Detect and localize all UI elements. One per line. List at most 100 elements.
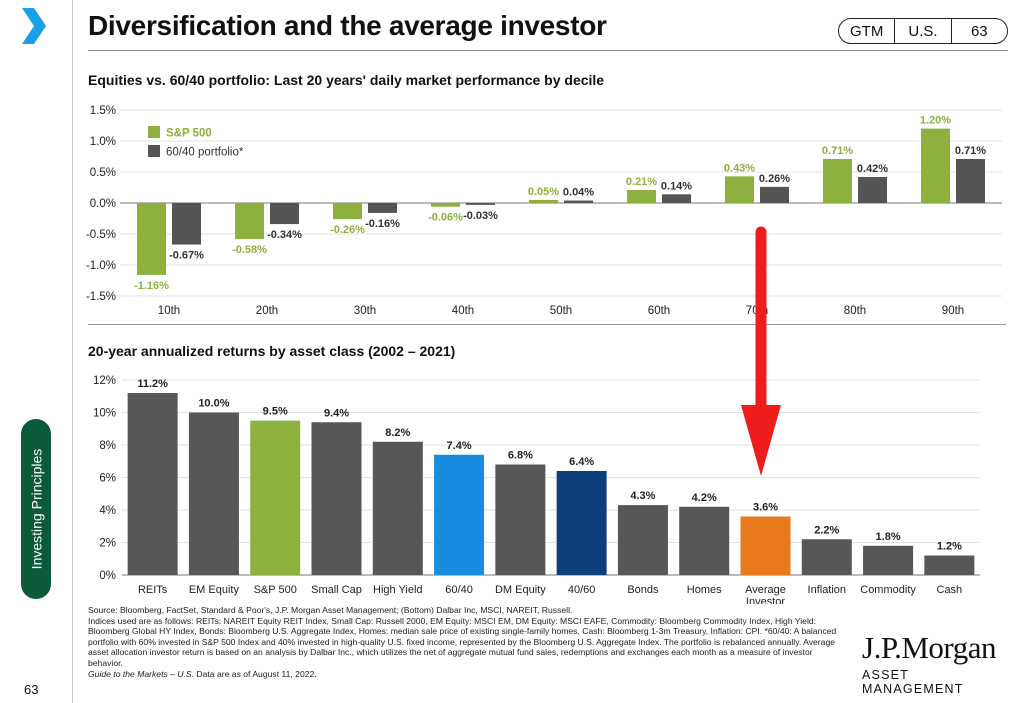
chart2-bar [311,422,362,575]
chart1-data-label-6040: -0.67% [169,250,204,262]
decile-bar-chart: 1.5% 1.0% 0.5% 0.0% -0.5% -1.0% -1.5% -1.16% -0.… [86,105,1002,317]
chart2-ytick-label: 8% [99,440,116,452]
brand-name: J.P.Morgan [862,630,996,665]
section-tab-label: Investing Principles [28,448,44,570]
chart2-category-label: High Yield [373,584,423,596]
chart1-category-label: 60th [648,305,670,317]
chart2-category-label: REITs [138,584,168,596]
chart1-data-label-sp500: 0.05% [528,186,559,198]
chart2-data-label: 7.4% [447,440,472,452]
chart2-title: 20-year annualized returns by asset clas… [88,343,456,359]
chart1-bar-6040 [564,200,593,203]
chart1-bar-sp500 [725,176,754,203]
chart1-category-label: 90th [942,305,964,317]
chart2-data-label: 3.6% [753,502,778,514]
chart1-data-label-sp500: 0.43% [724,162,755,174]
chart2-category-label: DM Equity [495,584,546,596]
chart1-bar-6040 [172,203,201,245]
chart1-bar-6040 [956,158,985,203]
chart1-bar-sp500 [921,128,950,203]
footnote-guide-line: Guide to the Markets – U.S. Data are as … [88,669,848,680]
chart1-data-label-6040: -0.34% [267,229,302,241]
title-divider [88,50,1008,51]
chart1-bar-sp500 [627,189,656,203]
chart2-category-label: S&P 500 [254,584,297,596]
page-badge: GTM U.S. 63 [838,18,1008,44]
chart2-data-label: 10.0% [198,398,229,410]
chart1-data-label-6040: 0.04% [563,187,594,199]
chart1-ytick-label: -1.5% [86,291,116,303]
chart1-bar-6040 [270,203,299,225]
chart2-data-label: 4.2% [692,492,717,504]
brand-sub: ASSET MANAGEMENT [862,668,964,696]
chart1-ytick-label: 1.5% [90,105,116,117]
chart2-data-label: 11.2% [137,378,168,390]
asset-class-bar-chart: 12% 10% 8% 6% 4% 2% 0% 11.2% REITs 10.0% EM Equity… [93,375,980,604]
chart1-bar-sp500 [823,158,852,203]
chart1-data-label-6040: 0.14% [661,180,692,192]
chart2-category-label: Commodity [860,584,916,596]
footnote-guide: Guide to the Markets – U.S. [88,668,195,679]
chart2-bar [127,393,178,575]
chart1-title: Equities vs. 60/40 portfolio: Last 20 ye… [88,72,605,88]
chart1-category-label: 10th [158,305,180,317]
sidebar-page-number: 63 [24,682,39,697]
badge-gtm: GTM [850,22,884,40]
chart2-bar [863,545,914,575]
badge-page-number: 63 [950,19,1007,43]
footnote-indices: Indices used are as follows: REITs: NARE… [88,615,837,668]
chart2-bar [556,471,607,575]
chart2-bar [924,555,975,575]
chart1-data-label-sp500: -0.26% [330,224,365,236]
section-divider [88,324,1006,325]
chart1-bar-sp500 [529,199,558,203]
badge-region: U.S. [894,19,950,43]
page-title: Diversification and the average investor [88,10,607,41]
chart2-bar [495,464,546,575]
chart2-data-label: 6.4% [569,456,594,468]
chart2-bar [801,539,852,575]
chart1-data-label-sp500: 0.21% [626,176,657,188]
chart2-category-label: Inflation [808,584,847,596]
chart1-ytick-label: 0.0% [90,198,116,210]
chart2-category-label: Bonds [627,584,659,596]
chart2-ytick-label: 10% [93,408,116,420]
chart2-data-label: 9.4% [324,407,349,419]
chart2-ytick-label: 12% [93,375,116,387]
chart2-data-label: 9.5% [263,406,288,418]
chart2-category-label: 40/60 [568,584,596,596]
chart1-data-label-sp500: 1.20% [920,115,951,127]
chart1-category-label: 80th [844,305,866,317]
chart2-data-label: 1.8% [876,531,901,543]
chart2-data-label: 6.8% [508,450,533,462]
chart2-bar [372,441,423,575]
chart2-data-label: 8.2% [385,427,410,439]
chart2-data-label: 1.2% [937,541,962,553]
chart1-bar-sp500 [235,203,264,239]
legend-label-6040: 60/40 portfolio* [166,147,244,159]
chart1-data-label-6040: 0.71% [955,145,986,157]
chart1-ytick-label: -1.0% [86,260,116,272]
chart2-ytick-label: 6% [99,473,116,485]
chart1-data-label-sp500: -0.06% [428,212,463,224]
chart2-category-label: Average [745,584,786,596]
footnote-asof: Data are as of August 11, 2022. [194,668,317,679]
chart2-bar [679,506,730,575]
chart1-ytick-label: 1.0% [90,136,116,148]
chart1-category-label: 20th [256,305,278,317]
chart1-bar-6040 [368,203,397,213]
chart1-category-label: 50th [550,305,572,317]
chart1-category-label: 70th [746,305,768,317]
chart2-category-label-line2: Investor [746,596,785,604]
legend-label-sp500: S&P 500 [166,128,212,140]
chart2-data-label: 2.2% [814,524,839,536]
chart2-category-label: EM Equity [189,584,240,596]
chart1-bar-6040 [662,194,691,203]
jpmorgan-logo: J.P.Morgan ASSET MANAGEMENT [862,630,1002,696]
chart2-bar [740,516,791,575]
chart1-data-label-6040: 0.42% [857,163,888,175]
chart2-ytick-label: 4% [99,505,116,517]
chart2-category-label: Homes [687,584,722,596]
legend-swatch-6040 [148,145,160,157]
